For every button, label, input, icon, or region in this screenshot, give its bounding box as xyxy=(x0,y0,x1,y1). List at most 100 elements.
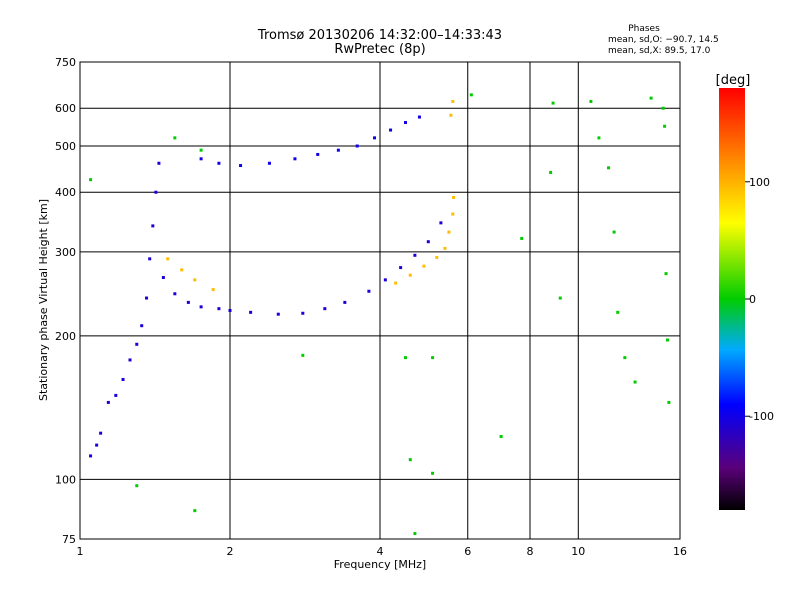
data-point xyxy=(193,509,197,513)
colorbar-tick-label: 100 xyxy=(749,176,770,189)
data-point xyxy=(217,307,221,311)
y-tick-label: 750 xyxy=(55,56,76,69)
data-point xyxy=(399,266,403,270)
data-point xyxy=(355,144,359,148)
x-tick-label: 16 xyxy=(673,545,687,558)
data-point xyxy=(161,276,165,280)
y-tick-label: 75 xyxy=(62,533,76,546)
data-point xyxy=(186,300,190,304)
data-point xyxy=(99,431,103,435)
colorbar-ticks: 100 0 -100 xyxy=(745,176,774,423)
y-tick-label: 300 xyxy=(55,246,76,259)
data-point xyxy=(665,338,669,342)
chart-subtitle: RwPretec (8p) xyxy=(334,42,425,57)
data-point xyxy=(166,257,170,261)
data-point xyxy=(249,310,253,314)
x-axis-label: Frequency [MHz] xyxy=(334,558,426,571)
data-point xyxy=(451,212,455,216)
y-axis-label: Stationary phase Virtual Height [km] xyxy=(37,199,50,401)
data-point xyxy=(95,443,99,447)
data-point xyxy=(239,164,243,168)
data-point xyxy=(323,307,327,311)
data-point xyxy=(106,400,110,404)
data-point xyxy=(343,300,347,304)
data-point xyxy=(469,93,473,97)
data-point xyxy=(551,101,555,105)
data-point xyxy=(435,255,439,259)
data-point xyxy=(114,393,118,397)
data-point xyxy=(661,106,665,110)
data-point xyxy=(623,356,627,360)
data-point xyxy=(426,240,430,244)
x-tick-label: 6 xyxy=(464,545,471,558)
data-point xyxy=(499,435,503,439)
data-point xyxy=(389,128,393,132)
data-point xyxy=(180,268,184,272)
data-point xyxy=(199,305,203,309)
chart-title: Tromsø 20130206 14:32:00–14:33:43 xyxy=(257,28,502,43)
data-point xyxy=(373,136,377,140)
data-point xyxy=(199,148,203,152)
data-point xyxy=(154,190,158,194)
data-point xyxy=(443,246,447,250)
data-point xyxy=(451,99,455,103)
data-point xyxy=(422,264,426,268)
x-tick-label: 2 xyxy=(227,545,234,558)
data-point xyxy=(431,471,435,475)
data-point xyxy=(667,400,671,404)
data-point xyxy=(663,124,667,128)
stats-x-mode: mean, sd,X: 89.5, 17.0 xyxy=(608,46,711,56)
data-point xyxy=(135,484,139,488)
data-point xyxy=(267,161,271,165)
data-point xyxy=(383,278,387,282)
data-point xyxy=(408,458,412,462)
y-tick-label: 500 xyxy=(55,140,76,153)
data-point xyxy=(128,358,132,362)
colorbar xyxy=(719,88,745,510)
data-point xyxy=(121,377,125,381)
data-point xyxy=(449,113,453,117)
y-tick-label: 100 xyxy=(55,473,76,486)
data-point xyxy=(336,148,340,152)
data-point xyxy=(589,99,593,103)
data-point xyxy=(447,230,451,234)
data-point xyxy=(597,136,601,140)
data-point xyxy=(417,115,421,119)
data-point xyxy=(145,296,149,300)
colorbar-label: [deg] xyxy=(716,73,751,88)
data-point xyxy=(157,161,161,165)
colorbar-tick-label: 0 xyxy=(749,293,756,306)
data-point xyxy=(173,292,177,296)
data-point xyxy=(301,353,305,357)
data-point xyxy=(664,272,668,276)
data-point xyxy=(408,273,412,277)
data-point xyxy=(413,532,417,536)
data-point xyxy=(151,224,155,228)
data-point xyxy=(403,356,407,360)
data-point xyxy=(89,454,93,458)
data-point xyxy=(193,278,197,282)
data-point xyxy=(89,178,93,182)
data-point xyxy=(612,230,616,234)
data-point xyxy=(367,289,371,293)
data-point xyxy=(148,257,152,261)
stats-heading: Phases xyxy=(628,24,660,34)
x-tick-label: 1 xyxy=(77,545,84,558)
data-point xyxy=(293,157,297,161)
data-point xyxy=(452,195,456,199)
data-point xyxy=(301,311,305,315)
data-point xyxy=(413,253,417,257)
y-tick-label: 400 xyxy=(55,186,76,199)
data-points xyxy=(89,93,671,536)
data-point xyxy=(316,152,320,156)
data-point xyxy=(135,342,139,346)
data-point xyxy=(403,121,407,125)
grid-lines xyxy=(80,62,680,539)
y-axis-ticks: 75 100 200 300 400 500 600 750 xyxy=(55,56,76,546)
x-tick-label: 8 xyxy=(527,545,534,558)
data-point xyxy=(394,281,398,285)
y-tick-label: 200 xyxy=(55,330,76,343)
colorbar-tick-label: -100 xyxy=(749,410,774,423)
data-point xyxy=(520,236,524,240)
